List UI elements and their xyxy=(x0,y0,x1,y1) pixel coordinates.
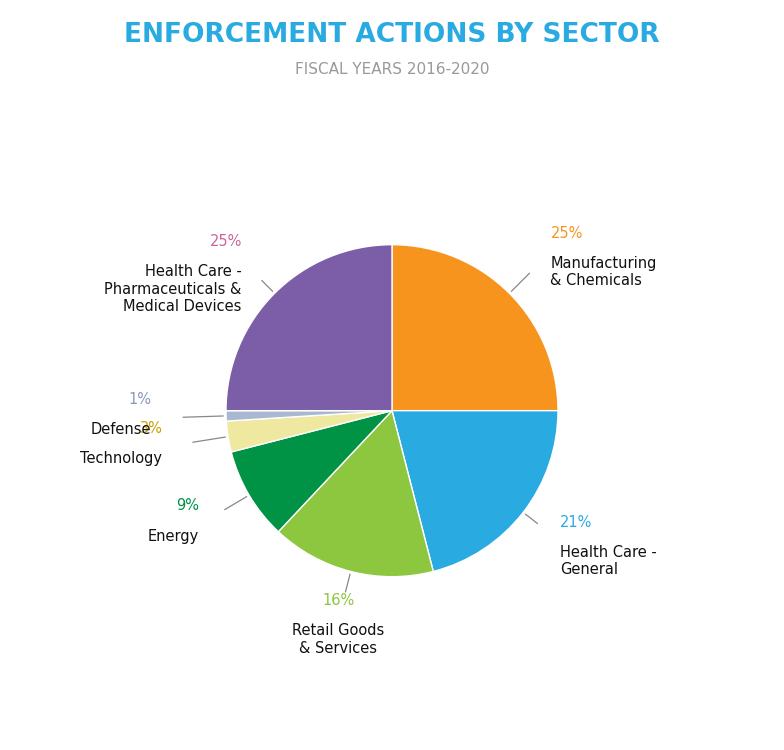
Text: Health Care -
Pharmaceuticals &
Medical Devices: Health Care - Pharmaceuticals & Medical … xyxy=(104,264,241,314)
Text: Manufacturing
& Chemicals: Manufacturing & Chemicals xyxy=(550,256,657,289)
Wedge shape xyxy=(231,411,392,532)
Wedge shape xyxy=(226,411,392,421)
Text: 25%: 25% xyxy=(209,234,241,249)
Wedge shape xyxy=(392,244,558,411)
Wedge shape xyxy=(227,411,392,452)
Wedge shape xyxy=(392,411,558,572)
Text: 9%: 9% xyxy=(176,499,199,514)
Text: Health Care -
General: Health Care - General xyxy=(560,544,657,577)
Text: ENFORCEMENT ACTIONS BY SECTOR: ENFORCEMENT ACTIONS BY SECTOR xyxy=(124,22,660,49)
Text: Defense: Defense xyxy=(91,422,151,437)
Text: 21%: 21% xyxy=(560,514,592,529)
Text: 3%: 3% xyxy=(140,421,162,436)
Text: Energy: Energy xyxy=(148,529,199,544)
Wedge shape xyxy=(226,244,392,411)
Text: 1%: 1% xyxy=(129,392,151,407)
Text: 16%: 16% xyxy=(322,593,354,608)
Text: 25%: 25% xyxy=(550,226,583,241)
Text: Retail Goods
& Services: Retail Goods & Services xyxy=(292,623,384,656)
Text: FISCAL YEARS 2016-2020: FISCAL YEARS 2016-2020 xyxy=(295,62,489,76)
Wedge shape xyxy=(278,411,434,577)
Text: Technology: Technology xyxy=(81,451,162,466)
